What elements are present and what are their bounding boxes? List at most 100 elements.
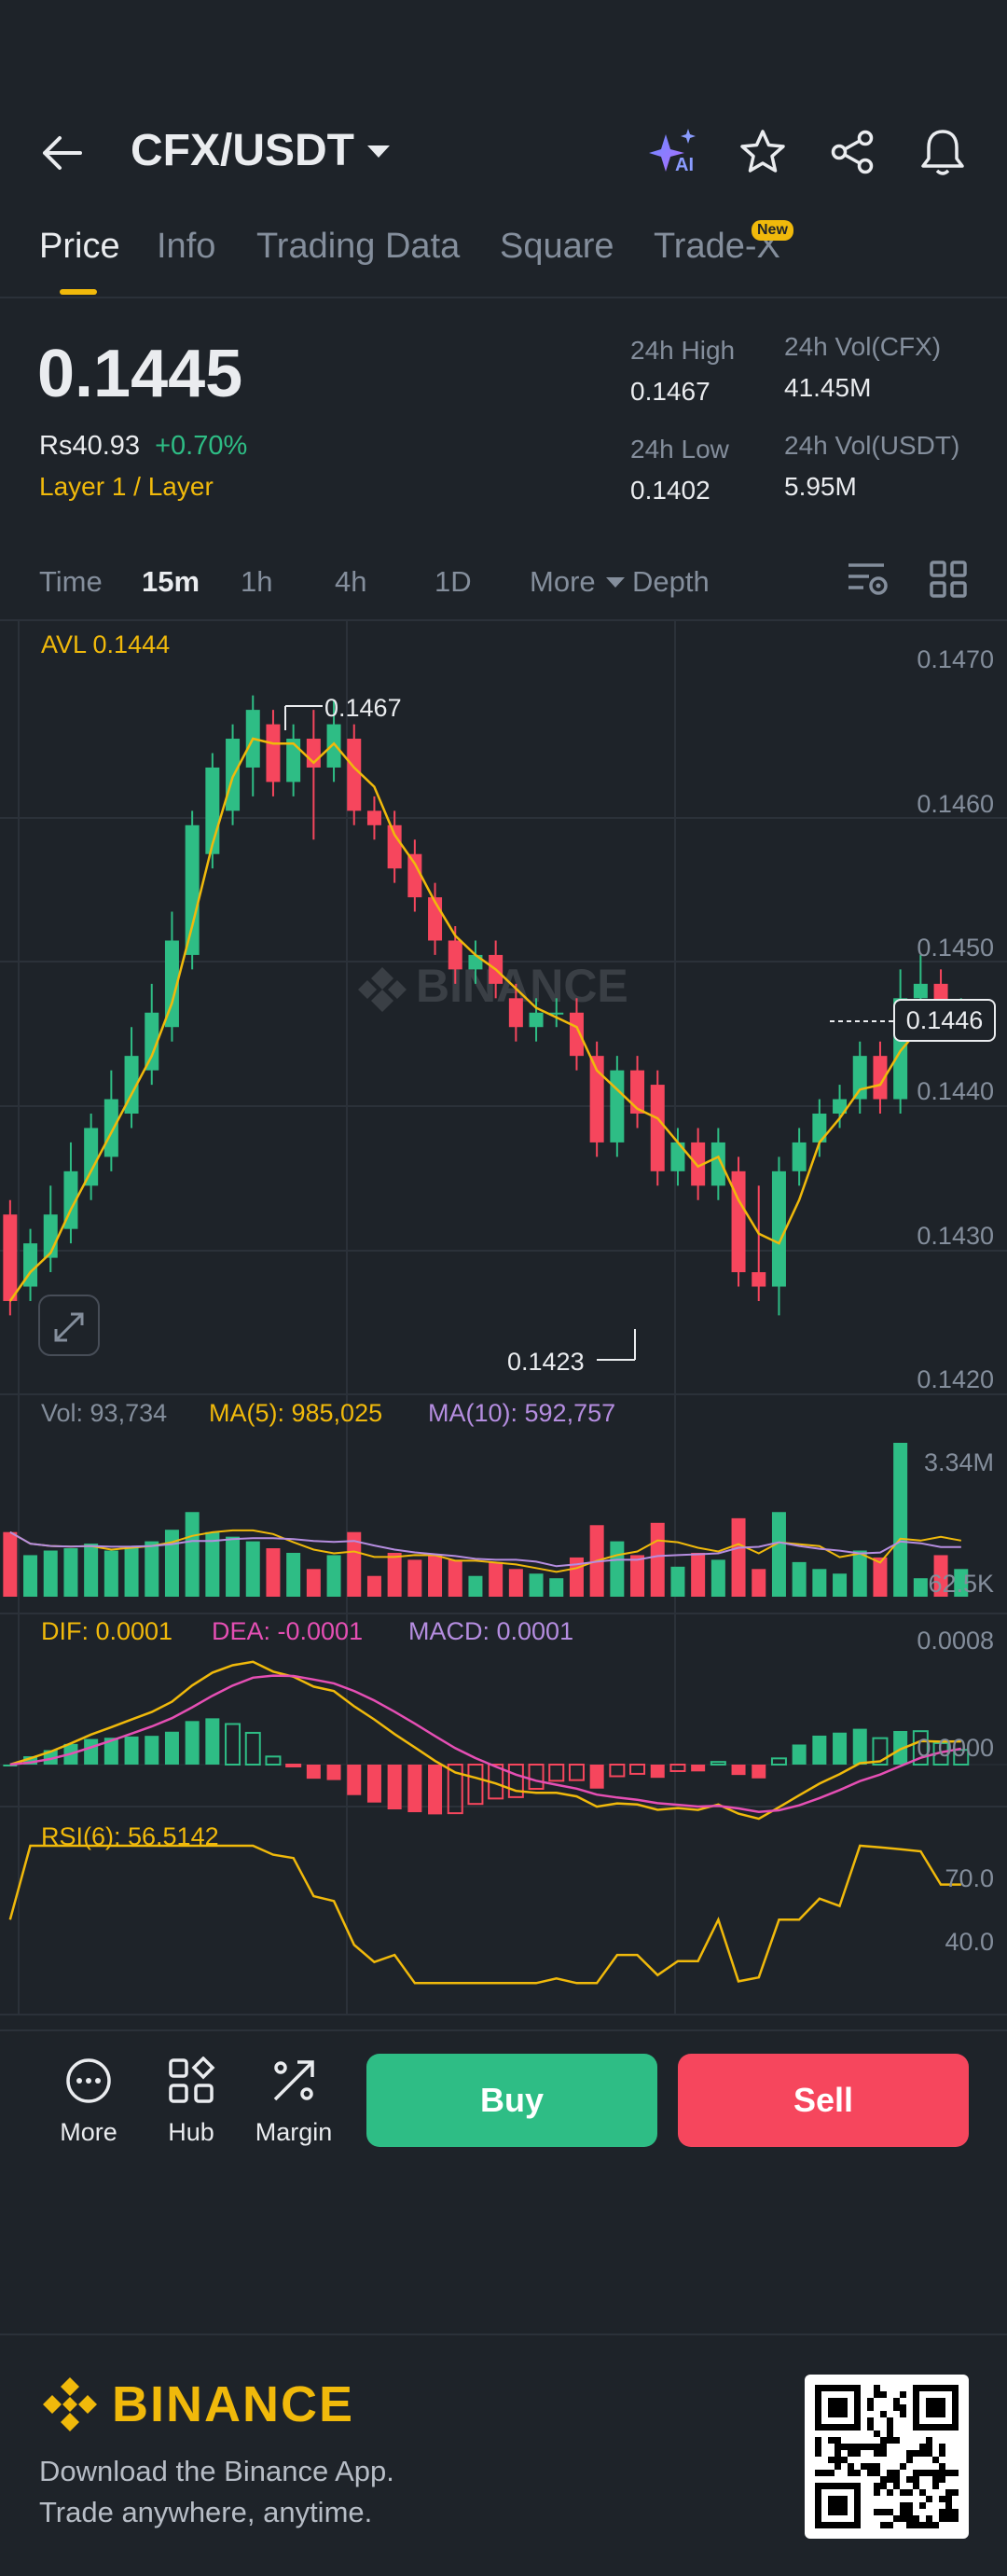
macd-histogram (3, 1718, 970, 1815)
interval-more[interactable]: More (530, 565, 626, 599)
candle-body (710, 1142, 725, 1186)
volume-bar (852, 1550, 867, 1597)
volume-bar (266, 1548, 281, 1597)
macd-bar (285, 1764, 302, 1767)
macd-bar (507, 1764, 524, 1798)
tab-info[interactable]: Info (157, 227, 216, 266)
macd-bar (407, 1765, 422, 1813)
price-axis-2: 0.1460 (917, 790, 994, 818)
volume-bar (893, 1443, 908, 1597)
macd-bar (609, 1764, 626, 1778)
tab-square[interactable]: Square (500, 227, 614, 266)
macd-bar (691, 1765, 706, 1772)
volume-bar (610, 1541, 625, 1597)
high-value: 0.1467 (630, 377, 710, 406)
margin-button[interactable]: Margin (247, 2057, 340, 2147)
chart-settings-button[interactable] (847, 560, 890, 603)
back-button[interactable] (39, 132, 84, 173)
macd-bar (84, 1738, 99, 1765)
grid-icon (930, 561, 967, 598)
arrow-left-icon (43, 136, 82, 170)
buy-button[interactable]: Buy (366, 2054, 657, 2147)
volume-bar (752, 1569, 766, 1597)
category-tags[interactable]: Layer 1 / Layer (39, 472, 214, 501)
local-price-value: Rs40.93 (39, 431, 141, 461)
ai-assistant-button[interactable]: AI (647, 127, 703, 184)
interval-4h[interactable]: 4h (335, 565, 367, 598)
binance-logo-icon (43, 2377, 97, 2431)
interval-15m[interactable]: 15m (142, 565, 200, 598)
candle-body (812, 1113, 827, 1143)
macd-bar (710, 1761, 726, 1766)
low-marker-label: 0.1423 (507, 1348, 585, 1376)
volume-bar (913, 1578, 928, 1597)
macd-bar (185, 1721, 200, 1765)
binance-wordmark: BINANCE (112, 2376, 355, 2432)
volume-bar (245, 1541, 260, 1597)
tab-price[interactable]: Price (39, 227, 120, 266)
volume-bar (731, 1517, 746, 1597)
volume-bar (508, 1569, 523, 1597)
more-button[interactable]: More (42, 2057, 135, 2147)
vol-base-value: 41.45M (784, 373, 872, 402)
sparkle-ai-icon (649, 129, 696, 172)
macd-bar (225, 1723, 241, 1766)
candlestick-chart[interactable]: BINANCE 0.1467 0.1423 (0, 620, 1007, 2038)
macd-bar (447, 1764, 463, 1815)
pair-selector[interactable]: CFX/USDT (131, 125, 392, 176)
binance-logo: BINANCE (39, 2374, 354, 2435)
depth-tab[interactable]: Depth (632, 565, 710, 598)
volume-bar (630, 1555, 645, 1597)
bell-icon (921, 130, 964, 175)
macd-bar (103, 1738, 118, 1765)
candle-body (3, 1214, 18, 1301)
layout-grid-button[interactable] (929, 560, 968, 603)
rsi-axis-70: 70.0 (945, 1864, 994, 1892)
interval-time[interactable]: Time (39, 565, 103, 598)
macd-bar (629, 1764, 646, 1775)
macd-bar (528, 1764, 545, 1791)
margin-button-label: Margin (255, 2118, 333, 2146)
qr-code-icon (815, 2385, 959, 2528)
high-label: 24h High (630, 336, 736, 365)
volume-bar (650, 1522, 665, 1597)
hub-icon (169, 2057, 215, 2103)
candle-body (387, 824, 402, 869)
price-axis-5: 0.1430 (917, 1222, 994, 1250)
sell-button[interactable]: Sell (678, 2054, 969, 2147)
macd-bar (833, 1732, 848, 1765)
macd-bar (265, 1755, 282, 1766)
macd-bar (347, 1765, 362, 1795)
candle-body (286, 739, 301, 782)
volume-bar (771, 1512, 786, 1597)
current-price-tag: 0.1446 (893, 999, 996, 1042)
volume-ma5-label: MA(5): 985,025 (209, 1399, 383, 1427)
price-alert-button[interactable] (919, 127, 966, 182)
volume-bar (954, 1569, 969, 1597)
rsi-line (8, 1844, 961, 1985)
interval-1h[interactable]: 1h (241, 565, 273, 598)
candle-body (145, 1012, 159, 1071)
favorite-button[interactable] (738, 129, 787, 180)
interval-1d[interactable]: 1D (435, 565, 472, 598)
price-axis-6: 0.1420 (917, 1365, 994, 1393)
candle-body (84, 1128, 99, 1186)
volume-bar (326, 1555, 341, 1597)
share-button[interactable] (830, 129, 876, 180)
vol-base-label: 24h Vol(CFX) (784, 332, 942, 361)
tab-trading-data[interactable]: Trading Data (256, 227, 461, 266)
macd-bar (731, 1765, 746, 1776)
candle-body (347, 739, 362, 811)
dea-line (9, 1674, 962, 1813)
hub-button[interactable]: Hub (145, 2057, 238, 2147)
macd-bar (568, 1764, 585, 1781)
volume-bar (448, 1559, 462, 1597)
candle-body (630, 1070, 645, 1114)
intervals-divider (0, 619, 1007, 621)
ai-badge-text: AI (675, 155, 694, 175)
macd-bar (366, 1765, 381, 1803)
candle-body (366, 810, 381, 825)
macd-bar (205, 1718, 220, 1765)
download-qr-code[interactable] (805, 2375, 969, 2539)
low-value: 0.1402 (630, 476, 710, 505)
